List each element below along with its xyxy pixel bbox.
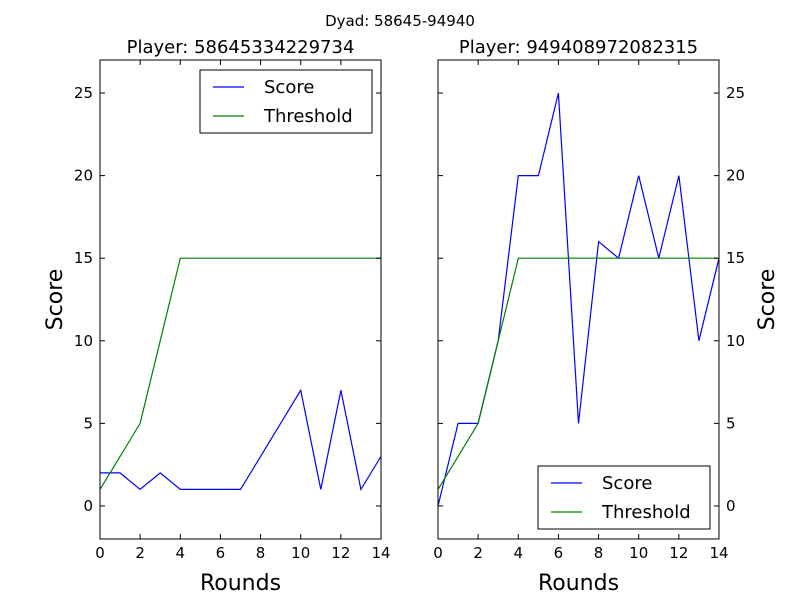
x-tick-label: 14 [371,544,390,562]
figure-suptitle: Dyad: 58645-94940 [325,12,475,30]
legend-box [537,465,711,530]
x-tick-label: 14 [709,544,728,562]
x-axis-label: Rounds [538,571,619,596]
legend: Score Threshold [199,69,373,134]
y-tick-label: 20 [74,167,93,185]
legend-label-threshold: Threshold [263,106,353,127]
x-tick-label: 12 [669,544,688,562]
y-tick-label: 0 [83,497,93,515]
x-axis-label: Rounds [200,571,281,596]
y-tick-label: 10 [74,332,93,350]
x-tick-label: 4 [514,544,524,562]
y-tick-label: 5 [83,414,93,432]
panel-title: Player: 58645334229734 [127,37,355,58]
x-tick-label: 2 [135,544,145,562]
y-tick-label: 5 [726,414,736,432]
y-tick-label: 25 [726,84,745,102]
panel-title: Player: 949408972082315 [459,37,698,58]
legend-box [199,69,373,134]
y-tick-label: 20 [726,167,745,185]
x-tick-label: 0 [95,544,105,562]
x-tick-label: 12 [331,544,350,562]
y-axis-label: Score [43,269,68,331]
x-tick-label: 2 [473,544,483,562]
x-tick-label: 4 [176,544,186,562]
legend-label-score: Score [602,473,652,494]
x-tick-label: 8 [594,544,604,562]
axes-frame [99,59,382,540]
y-tick-label: 25 [74,84,93,102]
legend-label-score: Score [264,77,314,98]
y-tick-label: 15 [726,249,745,267]
chart-panel-1: 0 2 4 6 8 10 12 14 0 5 10 15 20 25 Player: 58645334229… [43,37,391,596]
legend: Score Threshold [537,465,711,530]
series-line-score [100,388,381,492]
x-tick-label: 8 [256,544,266,562]
x-tick-label: 6 [554,544,564,562]
series-line-score [438,92,719,507]
chart-panel-2: 0 2 4 6 8 10 12 14 0 5 10 15 20 25 Player: 94940897208… [433,37,780,596]
x-tick-label: 10 [291,544,310,562]
y-tick-label: 10 [726,332,745,350]
x-tick-label: 6 [216,544,226,562]
legend-label-threshold: Threshold [601,502,691,523]
y-axis-label: Score [755,269,780,331]
y-tick-label: 0 [726,497,736,515]
axes-frame [437,59,720,540]
x-tick-label: 0 [433,544,443,562]
series-line-threshold [438,257,719,490]
series-line-threshold [100,257,381,490]
y-tick-label: 15 [74,249,93,267]
x-tick-label: 10 [629,544,648,562]
